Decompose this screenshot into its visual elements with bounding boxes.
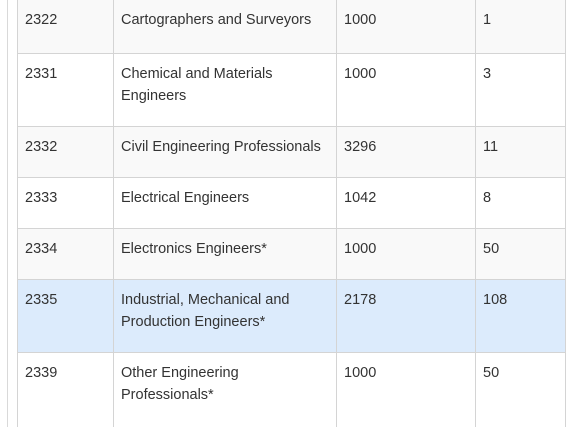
occupation-name-cell: Cartographers and Surveyors	[113, 0, 337, 54]
occupation-name-cell: Other Engineering Professionals*	[113, 352, 337, 427]
occupation-code-cell: 2335	[17, 279, 114, 353]
table-row: 2333 Electrical Engineers 1042 8	[17, 177, 566, 229]
occupation-code-cell: 2331	[17, 53, 114, 127]
occupation-name-cell: Electronics Engineers*	[113, 228, 337, 280]
content-border	[7, 0, 8, 427]
occupation-count-cell: 8	[475, 177, 566, 229]
table-row: 2339 Other Engineering Professionals* 10…	[17, 352, 566, 427]
occupation-value-cell: 1000	[336, 352, 476, 427]
occupation-code-cell: 2334	[17, 228, 114, 280]
table-row: 2334 Electronics Engineers* 1000 50	[17, 228, 566, 280]
occupation-value-cell: 2178	[336, 279, 476, 353]
occupation-code-cell: 2333	[17, 177, 114, 229]
occupation-value-cell: 1000	[336, 0, 476, 54]
occupation-count-cell: 3	[475, 53, 566, 127]
occupation-count-cell: 50	[475, 352, 566, 427]
occupation-count-cell: 50	[475, 228, 566, 280]
occupation-value-cell: 3296	[336, 126, 476, 178]
table-row: 2331 Chemical and Materials Engineers 10…	[17, 53, 566, 127]
occupation-table: 2322 Cartographers and Surveyors 1000 1 …	[17, 0, 566, 427]
occupation-name-cell: Chemical and Materials Engineers	[113, 53, 337, 127]
occupation-count-cell: 1	[475, 0, 566, 54]
occupation-name-cell: Civil Engineering Professionals	[113, 126, 337, 178]
occupation-value-cell: 1000	[336, 53, 476, 127]
occupation-count-cell: 108	[475, 279, 566, 353]
table-row: 2332 Civil Engineering Professionals 329…	[17, 126, 566, 178]
occupation-value-cell: 1042	[336, 177, 476, 229]
occupation-count-cell: 11	[475, 126, 566, 178]
occupation-code-cell: 2339	[17, 352, 114, 427]
occupation-code-cell: 2332	[17, 126, 114, 178]
table-row: 2322 Cartographers and Surveyors 1000 1	[17, 0, 566, 54]
occupation-value-cell: 1000	[336, 228, 476, 280]
occupation-name-cell: Electrical Engineers	[113, 177, 337, 229]
table-row-highlighted: 2335 Industrial, Mechanical and Producti…	[17, 279, 566, 353]
occupation-name-cell: Industrial, Mechanical and Production En…	[113, 279, 337, 353]
occupation-code-cell: 2322	[17, 0, 114, 54]
